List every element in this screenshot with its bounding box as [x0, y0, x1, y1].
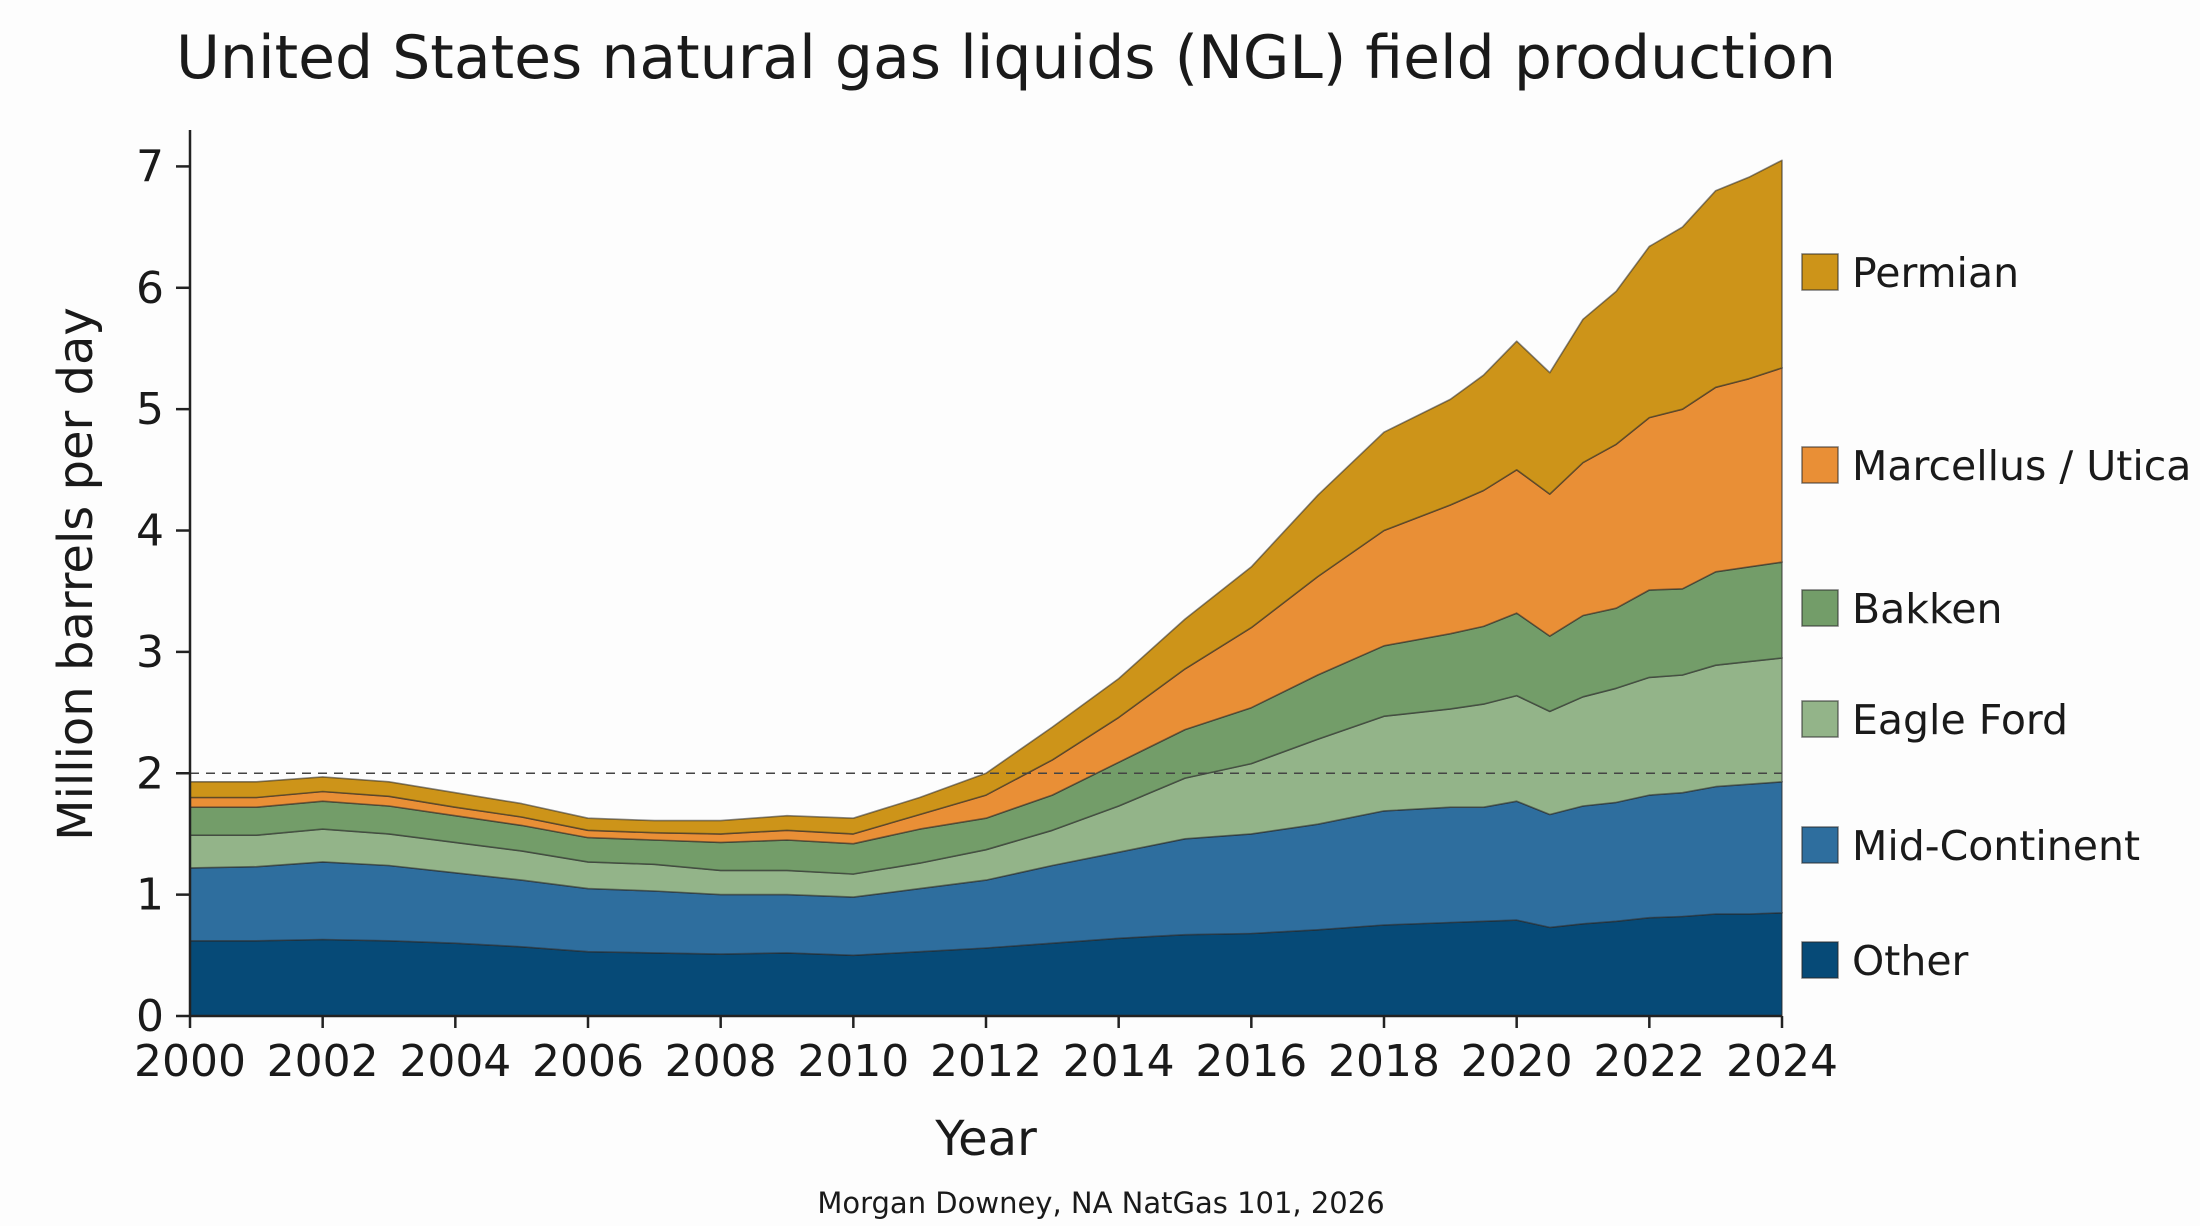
y-tick-label: 6	[136, 263, 164, 314]
y-axis-title: Million barrels per day	[48, 307, 104, 841]
legend-label: Other	[1852, 937, 1969, 985]
legend-swatch	[1801, 253, 1839, 291]
x-tick-label: 2024	[1726, 1036, 1838, 1087]
legend-swatch	[1801, 941, 1839, 979]
x-tick-label: 2018	[1328, 1036, 1440, 1087]
area-series-group	[189, 159, 1783, 1017]
x-axis-title: Year	[934, 1111, 1037, 1167]
y-axis-ticks: 0 1 2 3 4 5 6 7	[136, 141, 190, 1042]
y-tick-label: 2	[136, 748, 164, 799]
y-tick-label: 7	[136, 141, 164, 192]
legend-label: Permian	[1852, 249, 2019, 297]
legend-label: Mid-Continent	[1852, 822, 2140, 870]
x-tick-label: 2008	[665, 1036, 777, 1087]
legend-label: Bakken	[1852, 585, 2003, 633]
area-permian	[189, 159, 1783, 835]
legend: Permian Marcellus / Utica Bakken Eagle Ford…	[1801, 249, 2191, 985]
x-tick-label: 2016	[1195, 1036, 1307, 1087]
source-note: Morgan Downey, NA NatGas 101, 2026	[817, 1186, 1384, 1220]
x-tick-label: 2002	[267, 1036, 379, 1087]
legend-label: Eagle Ford	[1852, 696, 2068, 744]
x-tick-label: 2012	[930, 1036, 1042, 1087]
x-tick-label: 2010	[797, 1036, 909, 1087]
y-tick-label: 0	[136, 991, 164, 1042]
x-tick-label: 2000	[134, 1036, 246, 1087]
legend-swatch	[1801, 700, 1839, 738]
legend-label: Marcellus / Utica	[1852, 442, 2191, 490]
x-tick-label: 2014	[1063, 1036, 1175, 1087]
legend-swatch	[1801, 446, 1839, 484]
legend-swatch	[1801, 589, 1839, 627]
x-tick-label: 2004	[399, 1036, 511, 1087]
y-tick-label: 4	[136, 506, 164, 557]
legend-swatch	[1801, 826, 1839, 864]
y-tick-label: 3	[136, 627, 164, 678]
x-tick-label: 2020	[1461, 1036, 1573, 1087]
y-tick-label: 1	[136, 870, 164, 921]
x-axis-ticks: 2000 2002 2004 2006 2008 2010 2012 2014 2016 2018…	[134, 1016, 1838, 1087]
chart-title: United States natural gas liquids (NGL) …	[176, 23, 1836, 93]
x-tick-label: 2022	[1593, 1036, 1705, 1087]
x-tick-label: 2006	[532, 1036, 644, 1087]
y-tick-label: 5	[136, 384, 164, 435]
